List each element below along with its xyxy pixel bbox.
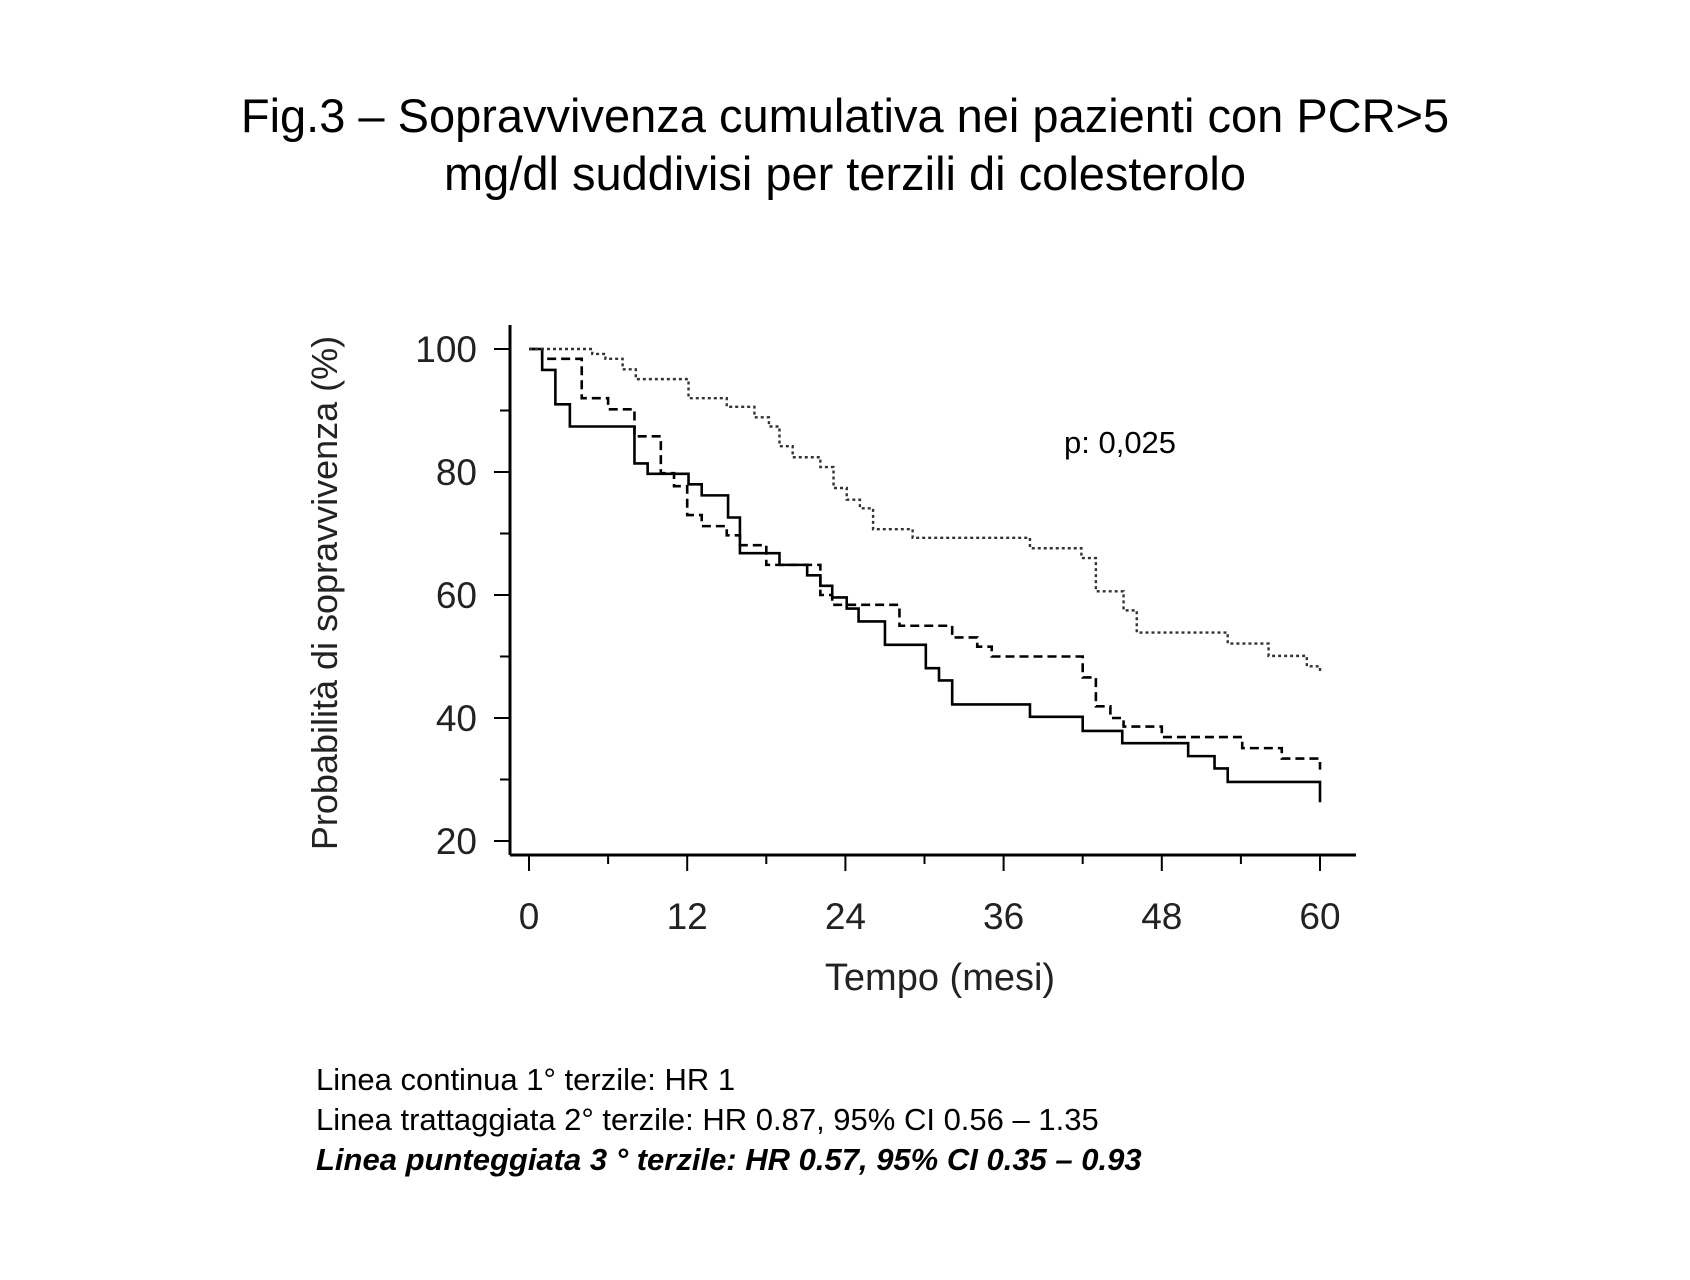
x-tick-label: 12: [667, 896, 708, 937]
y-tick-label: 60: [436, 575, 477, 616]
y-tick-label: 20: [436, 821, 477, 862]
legend-line-3: Linea punteggiata 3 ° terzile: HR 0.57, …: [316, 1142, 1142, 1177]
y-axis-label: Probabilità di sopravvivenza (%): [304, 336, 345, 850]
legend-line-2: Linea trattaggiata 2° terzile: HR 0.87, …: [316, 1102, 1099, 1137]
x-tick-label: 36: [983, 896, 1024, 937]
x-axis-label: Tempo (mesi): [825, 957, 1055, 999]
x-tick-label: 48: [1141, 896, 1182, 937]
figure-title-line1: Fig.3 – Sopravvivenza cumulativa nei paz…: [240, 89, 1450, 142]
x-tick-label: 0: [519, 896, 540, 937]
x-tick-label: 24: [825, 896, 866, 937]
survival-curve-solid: [529, 347, 1322, 803]
y-tick-label: 40: [436, 698, 477, 739]
p-value-annotation: p: 0,025: [1064, 425, 1176, 460]
legend-line-1: Linea continua 1° terzile: HR 1: [316, 1062, 736, 1097]
y-tick-label: 100: [415, 329, 477, 370]
figure-title-line2: mg/dl suddivisi per terzili di colestero…: [444, 147, 1246, 200]
survival-curve-dashed: [529, 347, 1322, 770]
y-tick-label: 80: [436, 452, 477, 493]
survival-curve-dotted: [529, 347, 1322, 674]
x-tick-label: 60: [1299, 896, 1340, 937]
